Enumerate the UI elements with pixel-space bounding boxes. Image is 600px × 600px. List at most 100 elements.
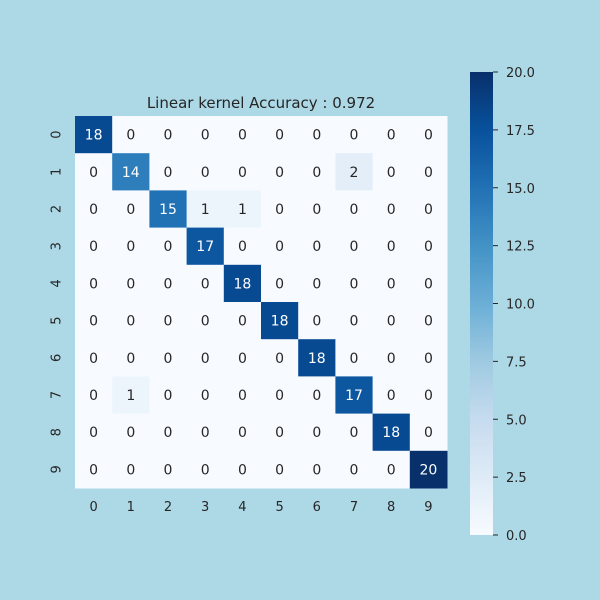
cell-value-label: 0 [387, 462, 396, 478]
cell-value-label: 0 [164, 128, 173, 144]
heatmap-cell [298, 339, 336, 377]
heatmap-cell [409, 116, 448, 154]
cell-value-label: 0 [424, 314, 433, 330]
cell-value-label: 18 [271, 314, 289, 330]
heatmap-cell [223, 339, 262, 377]
x-tick-label: 7 [350, 500, 358, 515]
cell-value-label: 0 [201, 128, 210, 144]
cell-value-label: 0 [424, 276, 433, 292]
heatmap-cell [261, 264, 299, 303]
heatmap-cell [112, 190, 150, 229]
y-tick-label: 1 [50, 168, 65, 176]
cell-value-label: 0 [387, 314, 396, 330]
heatmap-cell [75, 116, 113, 154]
y-tick-label: 3 [50, 242, 65, 250]
cell-value-label: 0 [238, 314, 247, 330]
heatmap-cell [75, 339, 113, 377]
cell-value-label: 0 [424, 165, 433, 181]
cell-value-label: 0 [350, 128, 359, 144]
cell-value-label: 0 [89, 462, 98, 478]
x-tick-label: 6 [313, 500, 321, 515]
heatmap-cell [112, 376, 150, 415]
heatmap-cell [261, 339, 299, 377]
heatmap-cell [261, 116, 299, 154]
cell-value-label: 0 [275, 425, 284, 441]
heatmap-cell [335, 264, 374, 303]
cell-value-label: 0 [275, 165, 284, 181]
heatmap-cell [149, 227, 188, 266]
cell-value-label: 0 [424, 425, 433, 441]
heatmap-cell [409, 339, 448, 377]
heatmap-cell [335, 302, 374, 340]
heatmap-cell [298, 190, 336, 229]
colorbar-tick-label: 5.0 [506, 413, 527, 428]
heatmap-cell [186, 339, 225, 377]
heatmap-cell [149, 339, 188, 377]
cell-value-label: 0 [387, 128, 396, 144]
colorbar-tick-label: 15.0 [506, 182, 535, 197]
heatmap-cell [149, 153, 188, 191]
cell-value-label: 0 [350, 425, 359, 441]
heatmap-cell [335, 413, 374, 452]
colorbar [470, 72, 493, 535]
x-tick-label: 5 [275, 500, 283, 515]
cell-value-label: 0 [275, 239, 284, 255]
cell-value-label: 0 [89, 276, 98, 292]
cell-value-label: 0 [312, 239, 321, 255]
cell-value-label: 0 [387, 239, 396, 255]
cell-value-label: 0 [275, 388, 284, 404]
heatmap-cell [186, 450, 225, 489]
cell-value-label: 0 [89, 388, 98, 404]
heatmap-cell [112, 302, 150, 340]
heatmap-cell [298, 264, 336, 303]
y-tick-label: 0 [50, 130, 65, 138]
colorbar-ticks: 0.0 2.5 5.0 7.5 10.0 12.5 15.0 17.5 20.0 [493, 66, 535, 544]
colorbar-tick-label: 10.0 [506, 298, 535, 313]
x-tick-label: 0 [89, 500, 97, 515]
cell-value-label: 0 [164, 239, 173, 255]
cell-value-label: 0 [387, 351, 396, 367]
cell-value-label: 0 [201, 276, 210, 292]
heatmap-cell [372, 376, 411, 415]
heatmap-cell [372, 116, 411, 154]
cell-value-label: 0 [164, 314, 173, 330]
heatmap-cell [335, 190, 374, 229]
cell-value-label: 0 [312, 425, 321, 441]
heatmap-cell [409, 153, 448, 191]
heatmap-cell [298, 450, 336, 489]
heatmap-cell [112, 450, 150, 489]
cell-value-label: 0 [350, 351, 359, 367]
heatmap-cell [409, 190, 448, 229]
heatmap-cell [112, 116, 150, 154]
cell-value-label: 0 [350, 202, 359, 218]
cell-value-label: 0 [275, 276, 284, 292]
cell-value-label: 0 [387, 165, 396, 181]
heatmap-cell [223, 413, 262, 452]
cell-value-label: 0 [312, 388, 321, 404]
x-tick-label: 8 [387, 500, 395, 515]
cell-value-label: 0 [350, 239, 359, 255]
heatmap-cell [112, 227, 150, 266]
cell-value-label: 0 [126, 462, 135, 478]
cell-value-label: 0 [126, 276, 135, 292]
heatmap-cell [372, 264, 411, 303]
colorbar-tick-label: 2.5 [506, 471, 527, 486]
heatmap-cell [149, 116, 188, 154]
x-tick-label: 4 [238, 500, 246, 515]
cell-value-label: 0 [89, 314, 98, 330]
cell-value-label: 0 [164, 165, 173, 181]
cell-value-label: 0 [164, 462, 173, 478]
cell-value-label: 0 [238, 239, 247, 255]
cell-value-label: 18 [233, 276, 251, 292]
heatmap-cell [409, 302, 448, 340]
cell-value-label: 15 [159, 202, 177, 218]
cell-value-label: 0 [275, 462, 284, 478]
heatmap-cell [298, 302, 336, 340]
heatmap-cell [298, 413, 336, 452]
heatmap-cell [372, 302, 411, 340]
heatmap-cell [186, 264, 225, 303]
colorbar-tick-label: 7.5 [506, 355, 527, 370]
heatmap-cell [112, 153, 150, 191]
cell-value-label: 0 [238, 425, 247, 441]
heatmap-cell [223, 190, 262, 229]
